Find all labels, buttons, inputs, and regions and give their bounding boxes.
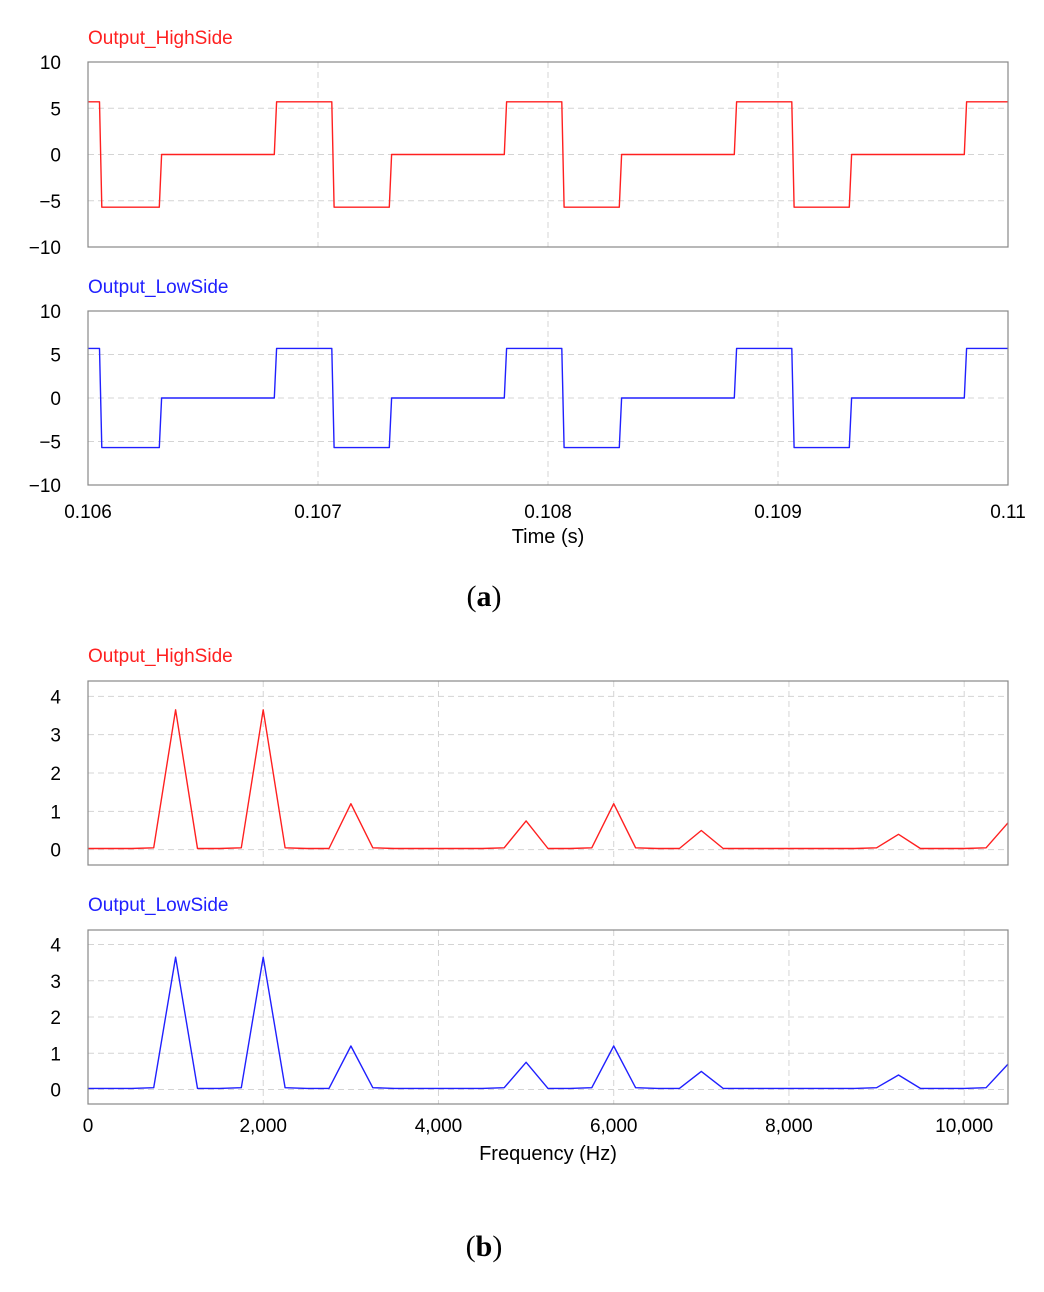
y-tick-label: 4 — [50, 687, 61, 708]
chart-panel-time-low: Output_LowSide 10 5 0 −5 −100.106 0.107 0.108 0.… — [29, 277, 1026, 548]
caption-b: (b) — [466, 1230, 503, 1263]
x-tick-label: 0.106 — [64, 502, 112, 523]
y-tick-label: −10 — [29, 476, 61, 497]
y-tick-label: 2 — [50, 764, 61, 785]
y-tick-label: −5 — [39, 433, 61, 454]
plot-frame — [87, 929, 1009, 1105]
chart-panel-time-high: Output_HighSide 10 5 0 −5 −10 — [29, 28, 1009, 259]
y-tick-label: 10 — [40, 302, 61, 323]
y-tick-label: 1 — [50, 802, 61, 823]
x-tick-label: 0.11 — [990, 502, 1026, 523]
y-tick-label: 1 — [50, 1044, 61, 1065]
y-tick-label: 0 — [50, 841, 61, 862]
chart-panel-freq-low: Output_LowSide 4 3 2 1 0 0 2,000 4,000 6,000 8,000… — [50, 895, 1009, 1165]
y-tick-label: 3 — [50, 726, 61, 747]
y-tick-label: 3 — [50, 972, 61, 993]
x-tick-label: 10,000 — [935, 1116, 993, 1137]
chart-panel-freq-high: Output_HighSide 4 3 2 1 0 — [50, 646, 1009, 866]
x-tick-label: 4,000 — [415, 1116, 463, 1137]
x-axis-label: Frequency (Hz) — [479, 1143, 617, 1165]
series-line — [88, 347, 1008, 449]
plot-frame — [87, 680, 1009, 866]
x-tick-label: 6,000 — [590, 1116, 638, 1137]
y-tick-label: 5 — [50, 99, 61, 120]
chart-title: Output_LowSide — [88, 277, 229, 298]
x-tick-label: 0.107 — [294, 502, 342, 523]
caption-a: (a) — [467, 580, 502, 613]
chart-title: Output_HighSide — [88, 28, 233, 49]
chart-title: Output_LowSide — [88, 895, 229, 916]
series-line — [88, 709, 1009, 850]
x-tick-label: 0.108 — [524, 502, 572, 523]
y-tick-label: 4 — [50, 936, 61, 957]
x-tick-label: 2,000 — [239, 1116, 287, 1137]
y-tick-label: 2 — [50, 1008, 61, 1029]
y-tick-label: 10 — [40, 53, 61, 74]
plot-frame — [87, 61, 1009, 248]
y-tick-label: 0 — [50, 146, 61, 167]
series-line — [88, 101, 1008, 208]
y-tick-label: 0 — [50, 389, 61, 410]
plot-frame — [87, 310, 1009, 486]
x-tick-label: 8,000 — [765, 1116, 813, 1137]
y-tick-label: 0 — [50, 1081, 61, 1102]
x-tick-label: 0 — [83, 1116, 94, 1137]
chart-title: Output_HighSide — [88, 646, 233, 667]
y-tick-label: 5 — [50, 346, 61, 367]
x-tick-label: 0.109 — [754, 502, 802, 523]
y-tick-label: −10 — [29, 238, 61, 259]
charts-layer: Output_HighSide1050−5−10Output_LowSide10… — [29, 28, 1026, 1165]
series-line — [88, 956, 1009, 1090]
x-axis-label: Time (s) — [512, 526, 585, 548]
y-tick-label: −5 — [39, 192, 61, 213]
